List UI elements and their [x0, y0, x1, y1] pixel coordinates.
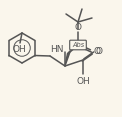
Text: OH: OH [76, 77, 90, 86]
Polygon shape [65, 51, 71, 66]
Text: O: O [96, 48, 103, 57]
Text: Abs: Abs [72, 42, 84, 48]
FancyBboxPatch shape [70, 40, 86, 50]
Text: O: O [75, 22, 81, 31]
Text: OH: OH [12, 44, 26, 53]
Text: HN: HN [50, 46, 64, 55]
Text: O: O [94, 48, 101, 57]
